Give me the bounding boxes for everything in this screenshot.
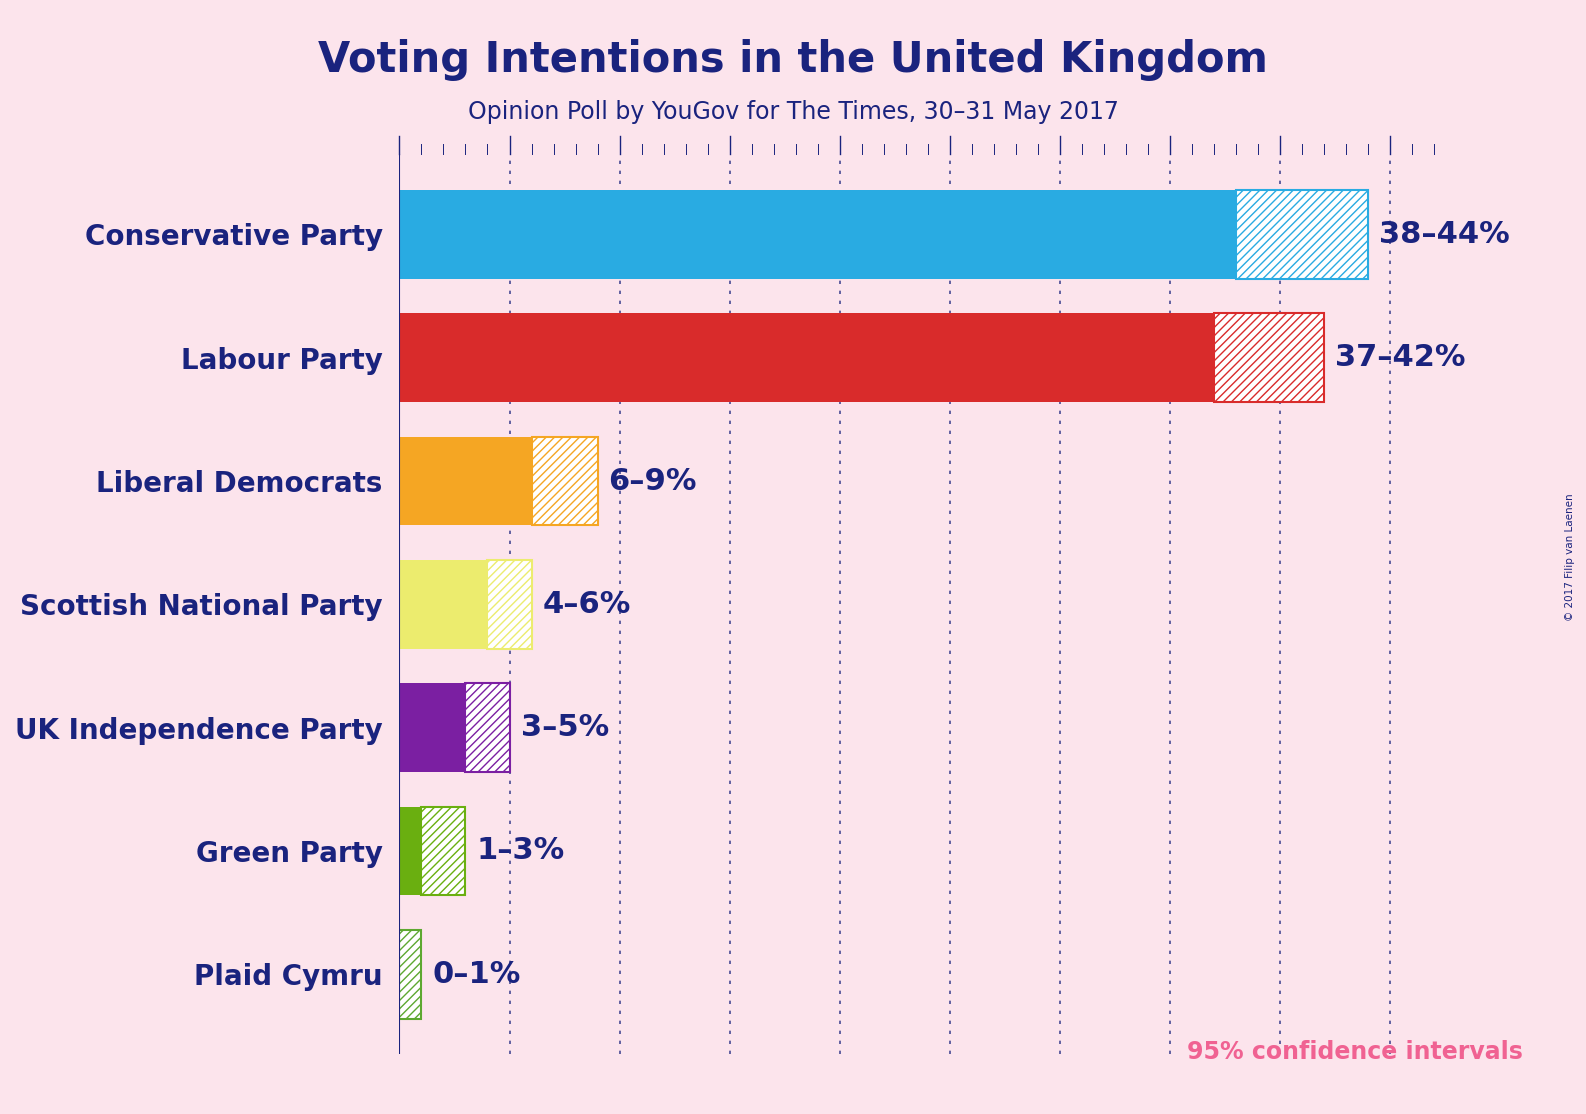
Bar	[1235, 190, 1369, 278]
Text: Opinion Poll by YouGov for The Times, 30–31 May 2017: Opinion Poll by YouGov for The Times, 30…	[468, 100, 1118, 125]
Text: 6–9%: 6–9%	[609, 467, 698, 496]
Text: 37–42%: 37–42%	[1335, 343, 1465, 372]
Text: Voting Intentions in the United Kingdom: Voting Intentions in the United Kingdom	[319, 39, 1267, 81]
Text: 4–6%: 4–6%	[542, 589, 631, 619]
Bar	[400, 313, 1213, 402]
Bar	[1213, 313, 1324, 402]
Bar	[400, 807, 422, 896]
Bar	[400, 560, 487, 648]
Bar	[487, 560, 531, 648]
Bar	[422, 807, 465, 896]
Bar	[400, 190, 1235, 278]
Bar	[400, 437, 531, 526]
Bar	[531, 437, 598, 526]
Bar	[531, 437, 598, 526]
Text: 38–44%: 38–44%	[1380, 219, 1510, 248]
Bar	[400, 930, 422, 1018]
Bar	[422, 807, 465, 896]
Bar	[465, 683, 509, 772]
Text: 1–3%: 1–3%	[476, 837, 565, 866]
Text: © 2017 Filip van Laenen: © 2017 Filip van Laenen	[1565, 494, 1575, 620]
Bar	[465, 683, 509, 772]
Text: 0–1%: 0–1%	[433, 960, 520, 989]
Bar	[400, 930, 422, 1018]
Bar	[487, 560, 531, 648]
Text: 95% confidence intervals: 95% confidence intervals	[1186, 1039, 1523, 1064]
Bar	[1235, 190, 1369, 278]
Text: 3–5%: 3–5%	[520, 713, 609, 742]
Bar	[400, 683, 465, 772]
Bar	[1213, 313, 1324, 402]
